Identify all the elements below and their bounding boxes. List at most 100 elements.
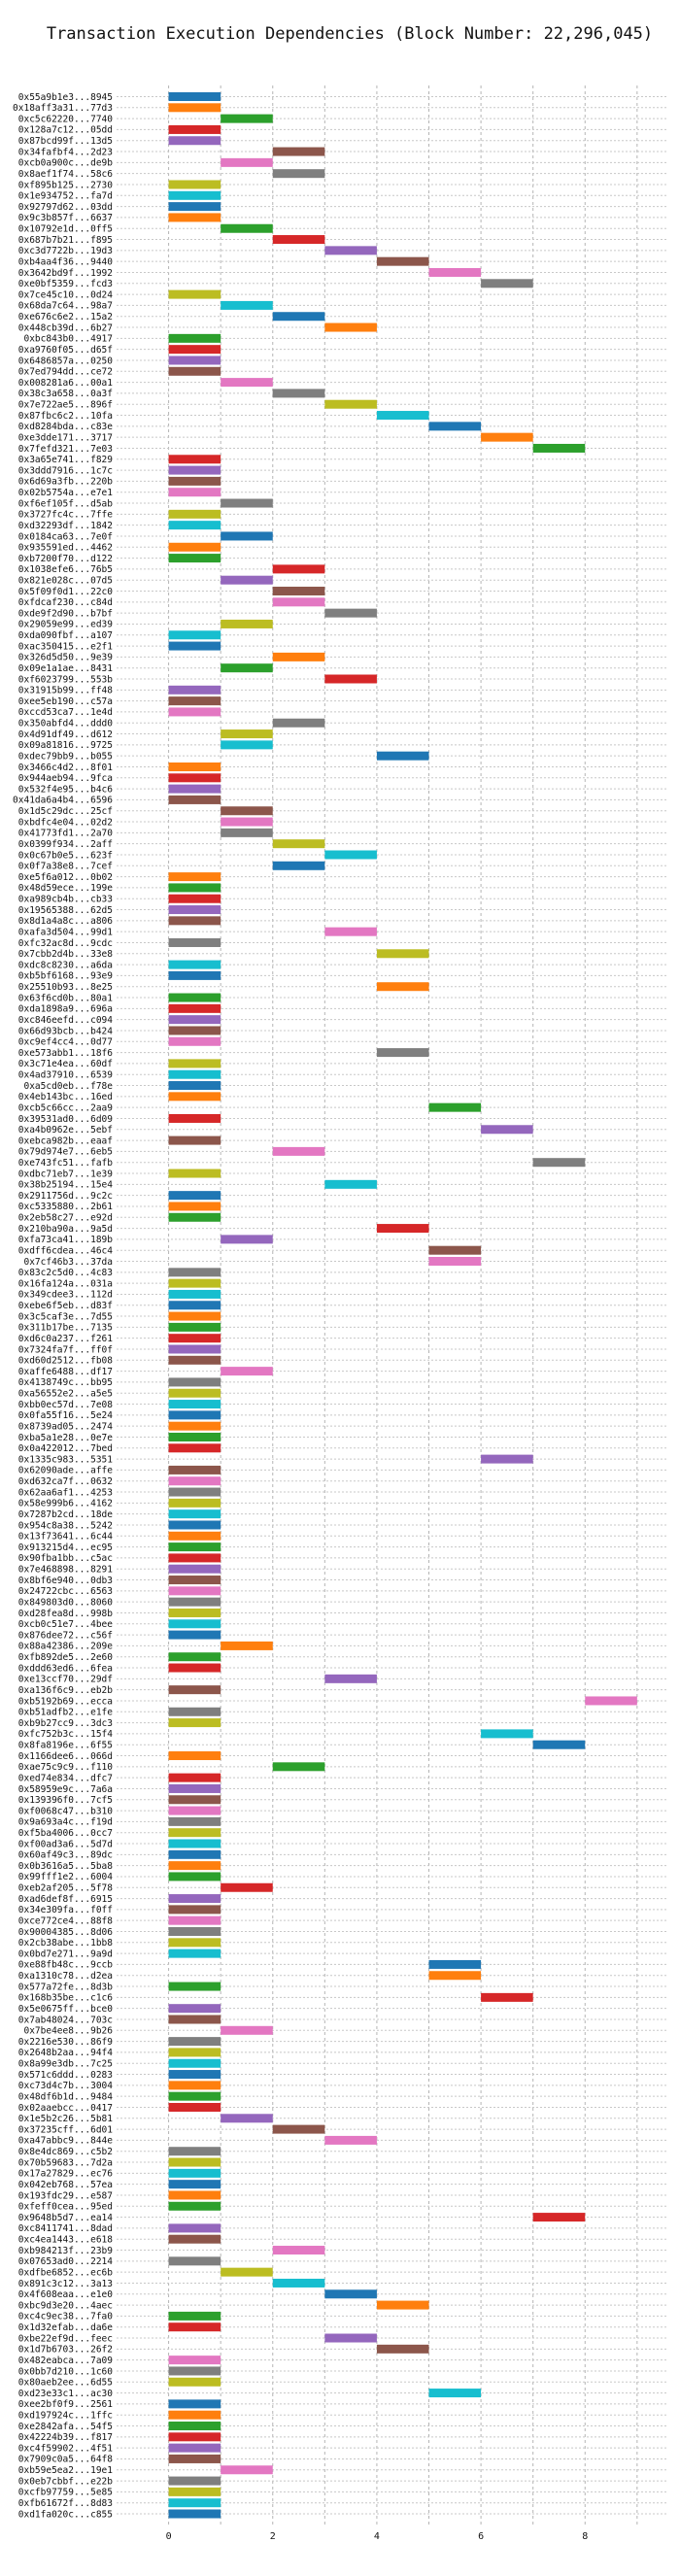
dependency-bar bbox=[168, 2070, 221, 2080]
y-tick-label: 0x913215d4...ec95 bbox=[18, 1542, 113, 1553]
y-tick-label: 0xd632ca7f...0632 bbox=[18, 1476, 113, 1487]
dependency-bar bbox=[168, 894, 221, 903]
y-tick-label: 0x3466c4d2...8f01 bbox=[18, 763, 114, 773]
y-tick-label: 0xafa3d504...99d1 bbox=[18, 927, 114, 937]
dependency-bar bbox=[168, 1344, 221, 1354]
y-tick-label: 0x139396f0...7cf5 bbox=[18, 1795, 113, 1806]
dependency-bar bbox=[221, 2267, 273, 2277]
y-tick-label: 0xc5335880...2b61 bbox=[18, 1202, 114, 1212]
dependency-bar bbox=[272, 147, 325, 156]
dependency-bar bbox=[168, 202, 221, 212]
y-tick-label: 0x577a72fe...8d3b bbox=[18, 1982, 114, 1992]
dependency-bar bbox=[168, 1268, 221, 1277]
y-tick-label: 0x4f608eaa...e1e0 bbox=[18, 2289, 114, 2300]
y-tick-label: 0x210ba90a...9a5d bbox=[18, 1224, 113, 1235]
y-tick-label: 0xbb0ec57d...7e08 bbox=[18, 1400, 114, 1410]
y-tick-label: 0x3c5caf3e...7d55 bbox=[18, 1311, 113, 1322]
y-tick-label: 0x29059e99...ed39 bbox=[18, 620, 114, 630]
dependency-bar bbox=[428, 267, 482, 277]
dependency-bar bbox=[168, 1498, 221, 1508]
dependency-bar bbox=[168, 1355, 221, 1365]
dependency-bar bbox=[221, 663, 273, 673]
dependency-bar bbox=[376, 2300, 429, 2310]
y-tick-label: 0x48df6b1d...9484 bbox=[18, 2091, 114, 2102]
dependency-bar bbox=[168, 2157, 221, 2167]
y-tick-label: 0xfc32ac8d...9cdc bbox=[18, 938, 113, 949]
dependency-bar bbox=[168, 1003, 221, 1013]
y-tick-label: 0x7324fa7f...ff0f bbox=[18, 1344, 113, 1355]
y-tick-label: 0x2cb38abe...1bb8 bbox=[18, 1938, 114, 1949]
y-tick-label: 0xda090fbf...a107 bbox=[18, 630, 113, 641]
y-tick-label: 0xd8284bda...c83e bbox=[18, 422, 114, 432]
y-tick-label: 0xfeff0cea...95ed bbox=[18, 2202, 113, 2213]
dependency-bar bbox=[221, 378, 273, 388]
dependency-bar bbox=[168, 1542, 221, 1552]
y-tick-label: 0xccd53ca7...1e4d bbox=[18, 707, 113, 718]
y-tick-label: 0x58959e9c...7a6a bbox=[18, 1784, 113, 1795]
x-tick-label: 6 bbox=[478, 2531, 484, 2542]
y-tick-label: 0xa136f6c9...eb2b bbox=[18, 1685, 114, 1696]
dependency-bar bbox=[376, 256, 429, 266]
dependency-bar bbox=[168, 2476, 221, 2486]
dependency-bar bbox=[428, 422, 482, 431]
dependency-bar bbox=[221, 806, 273, 816]
y-tick-label: 0xd32293df...1842 bbox=[18, 521, 113, 531]
dependency-bar bbox=[168, 2410, 221, 2420]
y-tick-label: 0xe573abb1...18f6 bbox=[18, 1048, 114, 1059]
dependency-bar bbox=[168, 1608, 221, 1617]
y-tick-label: 0x34fafbf4...2d23 bbox=[18, 147, 113, 157]
y-tick-label: 0x24722cbc...6563 bbox=[18, 1586, 113, 1597]
y-tick-label: 0xee2bf0f9...2561 bbox=[18, 2399, 114, 2410]
y-tick-label: 0x7ab48024...703c bbox=[18, 2015, 113, 2025]
dependency-bar bbox=[168, 1816, 221, 1826]
y-tick-label: 0x09e1a1ae...8431 bbox=[18, 663, 114, 674]
dependency-bar bbox=[168, 2377, 221, 2387]
dependency-bar bbox=[376, 2344, 429, 2354]
y-tick-label: 0xb984213f...23b9 bbox=[18, 2246, 114, 2256]
dependency-bar bbox=[272, 2278, 325, 2288]
y-tick-label: 0x944aeb94...9fca bbox=[18, 773, 113, 784]
y-tick-label: 0xe0bf5359...fcd3 bbox=[18, 279, 113, 289]
y-tick-label: 0x2eb58c27...e92d bbox=[18, 1213, 113, 1224]
dependency-bar bbox=[168, 937, 221, 947]
y-tick-label: 0x63f6cd0b...80a1 bbox=[18, 993, 114, 1003]
dependency-bar bbox=[168, 1036, 221, 1046]
y-tick-label: 0x954c8a38...5242 bbox=[18, 1520, 113, 1531]
y-tick-label: 0x326d5d50...9e39 bbox=[18, 653, 114, 663]
y-tick-label: 0x58e999b6...4162 bbox=[18, 1499, 113, 1509]
y-tick-label: 0xc9ef4cc4...0d77 bbox=[18, 1037, 113, 1048]
dependency-bar bbox=[168, 1169, 221, 1178]
y-tick-label: 0x31915b99...ff48 bbox=[18, 686, 114, 696]
dependency-bar bbox=[168, 333, 221, 343]
dependency-bar bbox=[168, 1377, 221, 1387]
dependency-bar bbox=[168, 1487, 221, 1497]
y-tick-label: 0xeb2af205...5f78 bbox=[18, 1883, 114, 1894]
dependency-bar bbox=[168, 707, 221, 717]
y-tick-label: 0x1d7b6703...26f2 bbox=[18, 2345, 113, 2356]
y-tick-label: 0xaffe6488...df17 bbox=[18, 1367, 113, 1377]
dependency-bar bbox=[168, 1135, 221, 1145]
y-tick-label: 0x7e468898...8291 bbox=[18, 1565, 114, 1576]
y-tick-label: 0xdec79bb9...b055 bbox=[18, 751, 113, 762]
dependency-bar bbox=[168, 2356, 221, 2365]
y-tick-label: 0x0bd7e271...9a9d bbox=[18, 1949, 113, 1959]
dependency-bar bbox=[168, 1894, 221, 1904]
dependency-bar bbox=[168, 1839, 221, 1848]
dependency-bar bbox=[376, 1224, 429, 1234]
y-tick-label: 0x5f09f0d1...22c0 bbox=[18, 587, 114, 597]
x-axis-tick-labels: 0 2 4 6 8 bbox=[166, 2531, 589, 2542]
dependency-bar bbox=[428, 1257, 482, 1267]
dependency-bar bbox=[376, 411, 429, 421]
dependency-bar bbox=[168, 2487, 221, 2496]
y-tick-label: 0x19565388...62d5 bbox=[18, 905, 113, 916]
dependency-bar bbox=[168, 2366, 221, 2376]
y-tick-label: 0x7e722ae5...896f bbox=[18, 400, 113, 411]
dependency-bar bbox=[168, 1388, 221, 1398]
dependency-bar bbox=[168, 124, 221, 134]
y-tick-label: 0x687b7b21...f895 bbox=[18, 235, 113, 246]
y-tick-label: 0x6d69a3fb...220b bbox=[18, 477, 114, 488]
dependency-bar bbox=[168, 542, 221, 552]
y-tick-label: 0x0184ca63...7e0f bbox=[18, 531, 113, 542]
dependency-bar bbox=[168, 2432, 221, 2442]
dependency-bar bbox=[272, 1146, 325, 1156]
